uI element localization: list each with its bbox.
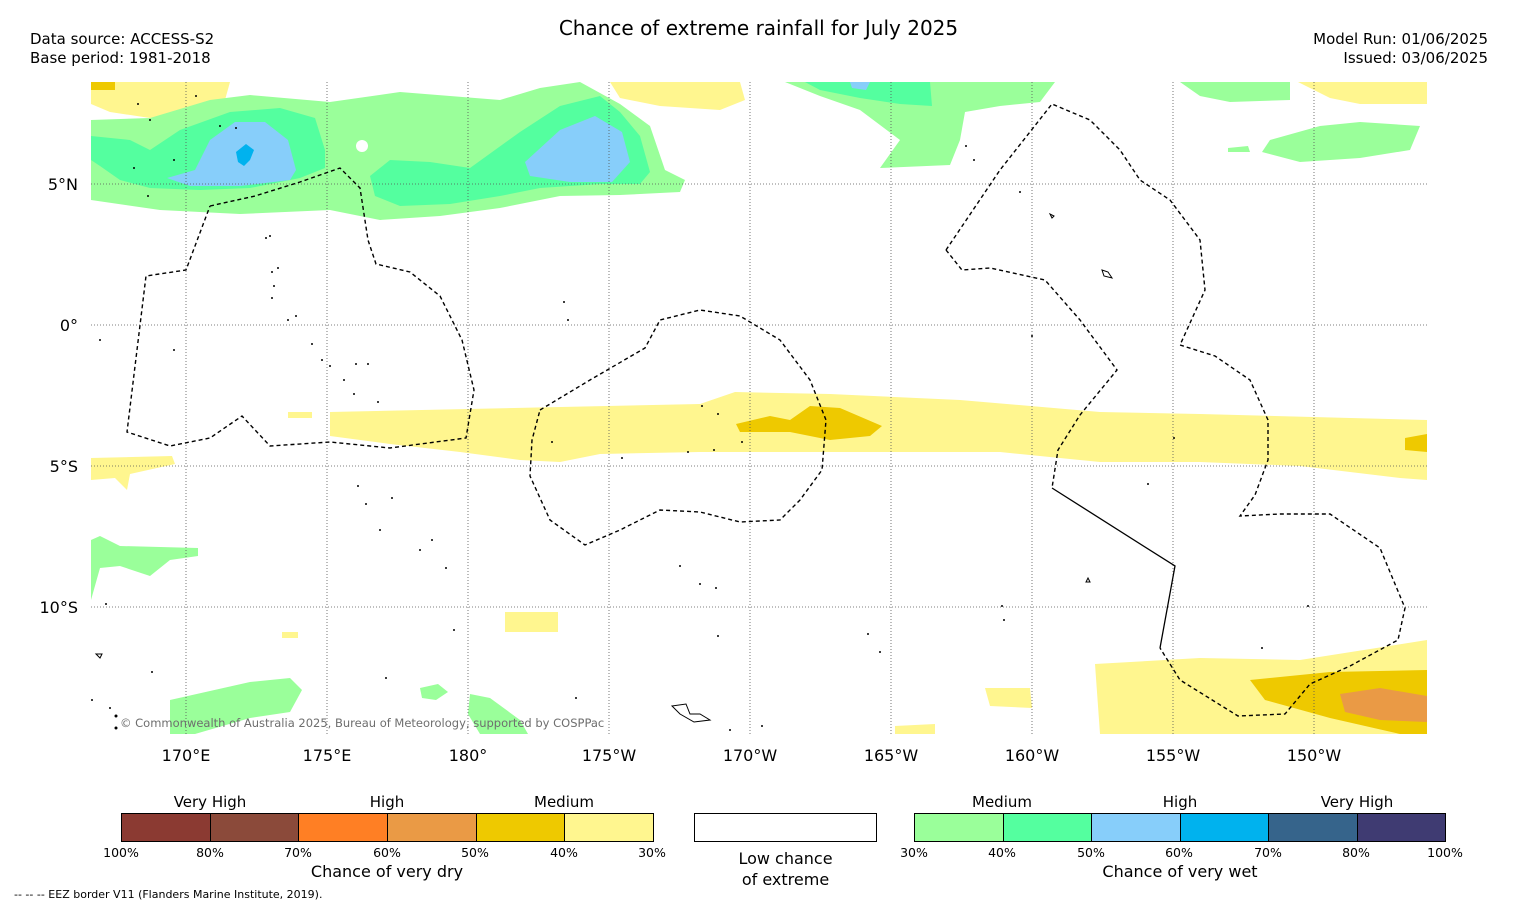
dry-swatch [565, 814, 654, 841]
wet-swatch [1092, 814, 1181, 841]
lon-label-175e: 175°E [302, 746, 352, 765]
dry-40-50-region [736, 406, 882, 440]
dry-50-60-region [1340, 688, 1427, 722]
lat-label-5s: 5°S [49, 457, 78, 476]
wet-tick: 50% [1077, 845, 1105, 860]
dry-swatch [476, 814, 566, 841]
wet-tick: 100% [1427, 845, 1463, 860]
dry-tick: 70% [284, 845, 312, 860]
base-period: Base period: 1981-2018 [30, 49, 211, 67]
neutral-title-line1: Low chance [738, 849, 833, 868]
wet-tick: 80% [1342, 845, 1370, 860]
wet-heading-very-high: Very High [1320, 793, 1394, 811]
dry-tick: 50% [461, 845, 489, 860]
graticule [91, 82, 1427, 734]
issued-date: Issued: 03/06/2025 [1343, 49, 1488, 67]
rainfall-probability-fills [91, 82, 1427, 734]
wet-tick: 70% [1254, 845, 1282, 860]
lon-label-180: 180° [448, 746, 488, 765]
dry-swatch [122, 814, 211, 841]
dry-heading-high: High [369, 793, 405, 811]
model-run: Model Run: 01/06/2025 [1313, 30, 1488, 48]
neutral-legend-title: Low chance of extreme [694, 848, 877, 890]
dry-heading-very-high: Very High [173, 793, 247, 811]
lon-label-160w: 160°W [1004, 746, 1060, 765]
wet-swatch [915, 814, 1004, 841]
atolls [91, 95, 1309, 731]
wet-tick: 60% [1165, 845, 1193, 860]
wet-50-60-region [167, 122, 296, 186]
lon-label-170e: 170°E [161, 746, 211, 765]
wet-legend-title: Chance of very wet [1102, 862, 1258, 881]
dry-tick: 100% [103, 845, 139, 860]
dry-colorbar [121, 813, 654, 842]
wet-heading-high: High [1162, 793, 1198, 811]
wet-tick: 30% [900, 845, 928, 860]
dry-swatch [388, 814, 477, 841]
map-title: Chance of extreme rainfall for July 2025 [558, 16, 959, 40]
eez-borders [126, 103, 1406, 717]
dry-heading-medium: Medium [534, 793, 594, 811]
dry-tick: 40% [550, 845, 578, 860]
eez-footnote: -- -- -- EEZ border V11 (Flanders Marine… [14, 888, 323, 901]
lat-label-10s: 10°S [39, 598, 78, 617]
wet-60-70-region [236, 144, 254, 166]
wet-swatch [1003, 814, 1092, 841]
neutral-swatch [694, 813, 877, 842]
wet-colorbar [914, 813, 1446, 842]
eez-solid-boundary [1051, 487, 1176, 649]
dry-tick: 80% [196, 845, 224, 860]
meta-left: Data source: ACCESS-S2 Base period: 1981… [30, 30, 214, 68]
dry-swatch [210, 814, 300, 841]
lon-label-170w: 170°W [722, 746, 778, 765]
copyright-notice: © Commonwealth of Australia 2025, Bureau… [120, 716, 605, 730]
wet-tick: 40% [988, 845, 1016, 860]
lon-label-175w: 175°W [581, 746, 637, 765]
dry-tick: 30% [638, 845, 666, 860]
wet-swatch [1357, 814, 1445, 841]
dry-tick: 60% [373, 845, 401, 860]
lon-label-150w: 150°W [1286, 746, 1342, 765]
lat-label-5n: 5°N [47, 175, 78, 194]
lat-label-0: 0° [59, 316, 78, 335]
dry-medium-region [330, 392, 1427, 480]
dry-swatch [299, 814, 389, 841]
islands [94, 212, 1114, 723]
lon-label-155w: 155°W [1145, 746, 1201, 765]
data-source: Data source: ACCESS-S2 [30, 30, 215, 48]
wet-heading-medium: Medium [972, 793, 1032, 811]
meta-right: Model Run: 01/06/2025 Issued: 03/06/2025 [1313, 30, 1488, 68]
dry-legend-title: Chance of very dry [310, 862, 464, 881]
lon-label-165w: 165°W [863, 746, 919, 765]
neutral-title-line2: of extreme [741, 870, 830, 889]
wet-swatch [1269, 814, 1358, 841]
wet-swatch [1180, 814, 1269, 841]
